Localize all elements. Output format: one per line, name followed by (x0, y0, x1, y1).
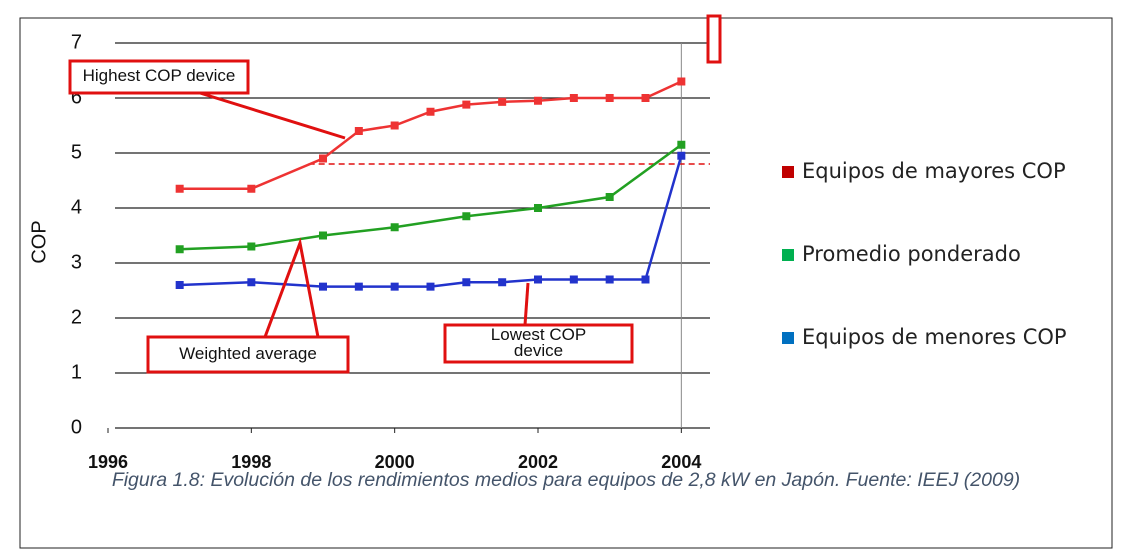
y-tick-label: 0 (71, 416, 82, 438)
point (175, 245, 184, 254)
point (677, 151, 686, 160)
y-tick-label: 4 (71, 196, 82, 218)
legend-swatch (782, 332, 794, 344)
annotation-box (68, 59, 250, 95)
point (247, 184, 256, 193)
y-tick-label: 1 (71, 361, 82, 383)
y-tick-label: 2 (71, 306, 82, 328)
pointer (523, 282, 530, 326)
annotation-boxes (68, 14, 722, 374)
legend-swatch (782, 166, 794, 178)
pointer (263, 237, 320, 338)
annotation-text: Lowest COP device (490, 325, 587, 360)
series-line (179, 143, 683, 251)
x-tick-label: 2000 (375, 452, 415, 472)
annotation: Lowest COP device (490, 325, 587, 360)
point (605, 275, 614, 284)
point (641, 94, 650, 102)
y-axis-label: COP (28, 220, 50, 263)
point (605, 94, 614, 102)
y-tick-label: 6 (71, 86, 82, 108)
annotation-box (146, 335, 350, 374)
frame (19, 17, 1113, 549)
y-tick-label: 3 (71, 251, 82, 273)
point (390, 282, 399, 291)
legend-label: Equipos de menores COP (802, 325, 1067, 349)
point (569, 94, 578, 102)
point (175, 281, 184, 289)
point (534, 96, 542, 105)
annotation-box (443, 323, 634, 364)
point (677, 77, 686, 86)
point (462, 100, 471, 109)
x-tick-label: 2002 (518, 452, 558, 472)
point (462, 212, 471, 221)
y-tick-label: 5 (71, 141, 82, 163)
legend: Equipos de mayores COP Promedio ponderado… (782, 159, 1067, 349)
point (247, 242, 256, 251)
point (462, 278, 471, 287)
point (426, 282, 435, 291)
point (498, 278, 507, 287)
x-tick-label: 1996 (88, 452, 128, 472)
point (534, 275, 542, 284)
plot: 0 1 2 3 4 5 6 7 1996 1998 2000 2002 2004 (71, 31, 710, 472)
point (247, 278, 256, 287)
point (426, 107, 435, 116)
point (677, 140, 686, 149)
caption: Figura 1.8: Evolución de los rendimiento… (111, 469, 1021, 491)
legend-label: Promedio ponderado (802, 242, 1021, 266)
point (354, 282, 363, 291)
annotation-text: Highest COP device (82, 66, 236, 85)
point (641, 275, 650, 284)
point (534, 204, 542, 212)
point (319, 282, 327, 291)
x-tick-label: 1998 (231, 452, 271, 472)
y-tick-label: 7 (71, 31, 82, 53)
point (319, 154, 327, 163)
point (569, 275, 578, 284)
point (605, 193, 614, 201)
point (498, 97, 507, 106)
point (319, 231, 327, 240)
annotation: Highest COP device (82, 66, 236, 85)
annotation-text: Weighted average (179, 344, 317, 363)
point (390, 121, 399, 130)
pointer (199, 91, 346, 140)
x-tick-label: 2004 (661, 452, 701, 472)
annotation: Weighted average (179, 344, 317, 363)
point (354, 127, 363, 135)
legend-label: Equipos de mayores COP (802, 159, 1066, 183)
legend-swatch (782, 249, 794, 261)
point (175, 184, 184, 193)
point (390, 223, 399, 232)
annotation-box (706, 14, 722, 64)
